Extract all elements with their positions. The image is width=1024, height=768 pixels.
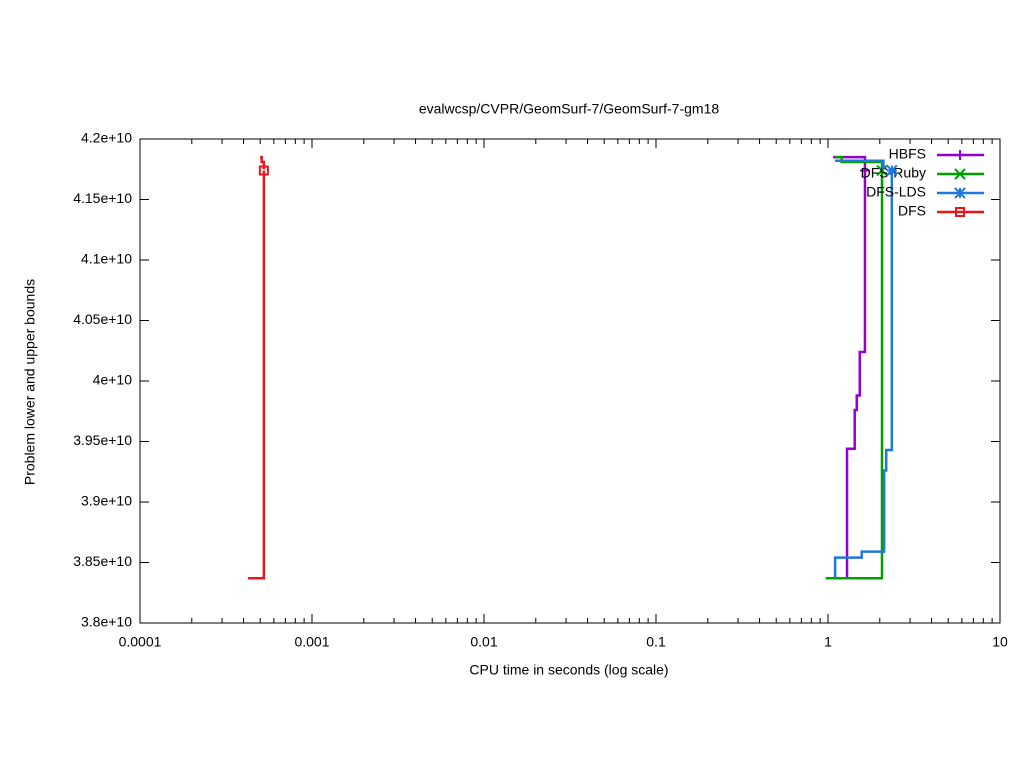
marker <box>954 187 966 199</box>
y-tick-label: 3.9e+10 <box>81 493 132 509</box>
x-tick-label: 0.0001 <box>119 634 162 650</box>
y-tick-label: 4e+10 <box>93 372 133 388</box>
series-line <box>825 155 867 580</box>
legend-label: HBFS <box>889 146 926 162</box>
legend-label: DFS <box>898 203 926 219</box>
y-tick-label: 3.8e+10 <box>81 614 132 630</box>
series-line <box>248 155 266 580</box>
chart-title: evalwcsp/CVPR/GeomSurf-7/GeomSurf-7-gm18 <box>419 101 720 117</box>
y-tick-label: 3.85e+10 <box>73 553 132 569</box>
y-tick-label: 4.1e+10 <box>81 251 132 267</box>
x-tick-label: 0.01 <box>470 634 497 650</box>
x-tick-label: 0.1 <box>646 634 666 650</box>
x-axis-label: CPU time in seconds (log scale) <box>469 662 668 678</box>
x-tick-label: 0.001 <box>294 634 329 650</box>
y-tick-label: 4.05e+10 <box>73 311 132 327</box>
y-tick-label: 4.2e+10 <box>81 130 132 146</box>
marker <box>258 165 269 176</box>
marker <box>955 150 965 160</box>
marker <box>955 207 965 217</box>
x-tick-label: 1 <box>824 634 832 650</box>
marker <box>886 164 898 177</box>
y-tick-label: 4.15e+10 <box>73 190 132 206</box>
marker <box>954 168 966 180</box>
marker <box>876 164 888 177</box>
x-tick-label: 10 <box>992 634 1008 650</box>
marker <box>859 165 870 176</box>
series-line <box>833 159 894 579</box>
y-axis-label: Problem lower and upper bounds <box>22 279 38 485</box>
legend-label: DFS-LDS <box>866 184 926 200</box>
y-tick-label: 3.95e+10 <box>73 432 132 448</box>
